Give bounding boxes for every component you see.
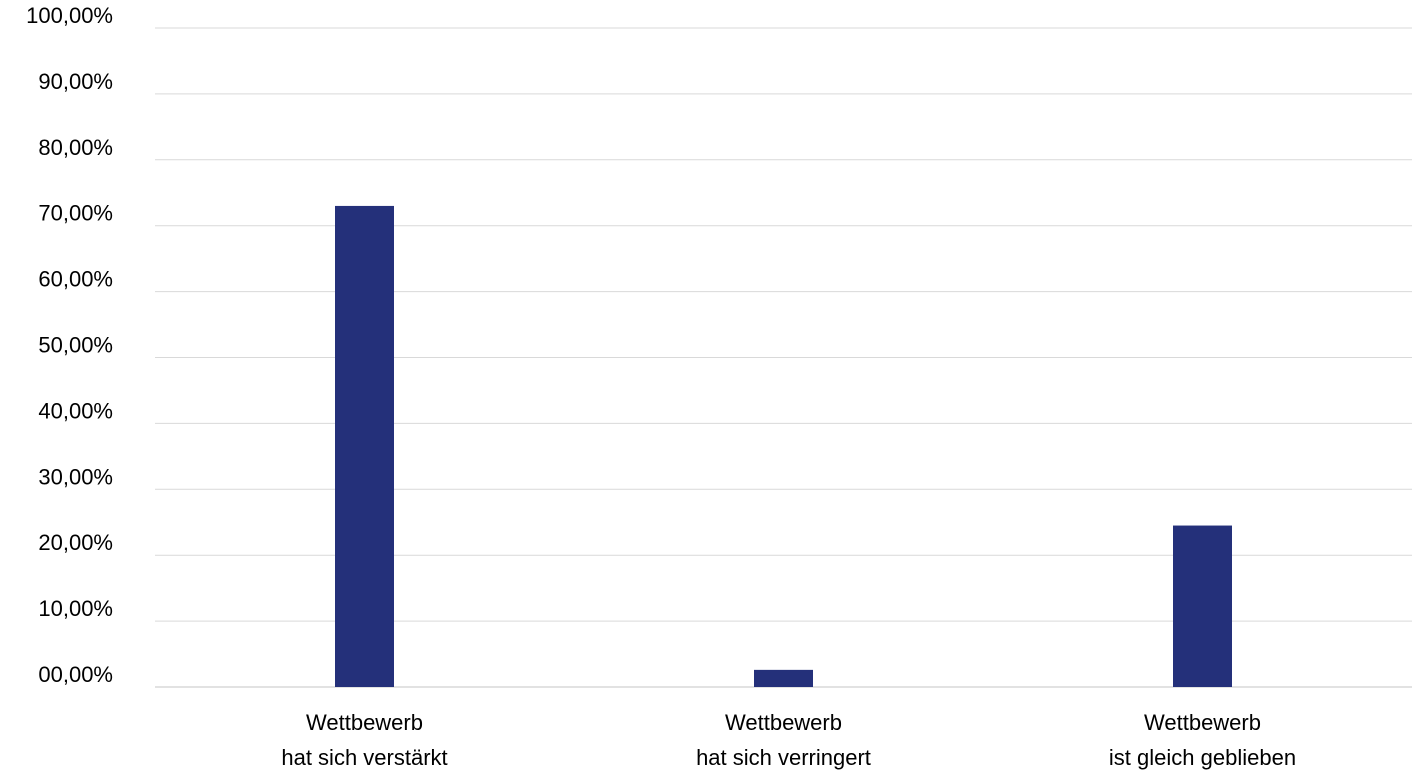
x-category-label-line: Wettbewerb bbox=[306, 710, 423, 735]
bar bbox=[754, 669, 813, 687]
x-category-label-line: ist gleich geblieben bbox=[1109, 745, 1296, 770]
x-category-label: Wettbewerb hat sich verringert bbox=[696, 710, 871, 770]
y-tick-label: 60,00% bbox=[38, 267, 113, 292]
y-tick-label: 40,00% bbox=[38, 398, 113, 423]
x-category-label-line: hat sich verringert bbox=[696, 745, 871, 770]
y-tick-label: 80,00% bbox=[38, 135, 113, 160]
bars bbox=[335, 205, 1232, 687]
y-tick-label: 10,00% bbox=[38, 596, 113, 621]
x-category-label: Wettbewerb hat sich verstärkt bbox=[281, 710, 447, 770]
x-category-label-line: hat sich verstärkt bbox=[281, 745, 447, 770]
x-category-label-line: Wettbewerb bbox=[725, 710, 842, 735]
y-tick-label: 00,00% bbox=[38, 662, 113, 687]
y-tick-label: 20,00% bbox=[38, 530, 113, 555]
x-axis-category-labels: Wettbewerb hat sich verstärkt Wettbewerb ha… bbox=[281, 710, 1296, 770]
y-tick-label: 70,00% bbox=[38, 201, 113, 226]
y-tick-label: 90,00% bbox=[38, 69, 113, 94]
y-tick-label: 50,00% bbox=[38, 333, 113, 358]
y-tick-label: 30,00% bbox=[38, 464, 113, 489]
x-category-label-line: Wettbewerb bbox=[1144, 710, 1261, 735]
x-category-label: Wettbewerb ist gleich geblieben bbox=[1109, 710, 1296, 770]
y-tick-label: 100,00% bbox=[26, 3, 113, 28]
bar bbox=[1173, 525, 1232, 687]
bar bbox=[335, 205, 394, 687]
y-axis-tick-labels: 00,00% 10,00% 20,00% 30,00% 40,00% 50,00% 60,0… bbox=[26, 3, 113, 687]
